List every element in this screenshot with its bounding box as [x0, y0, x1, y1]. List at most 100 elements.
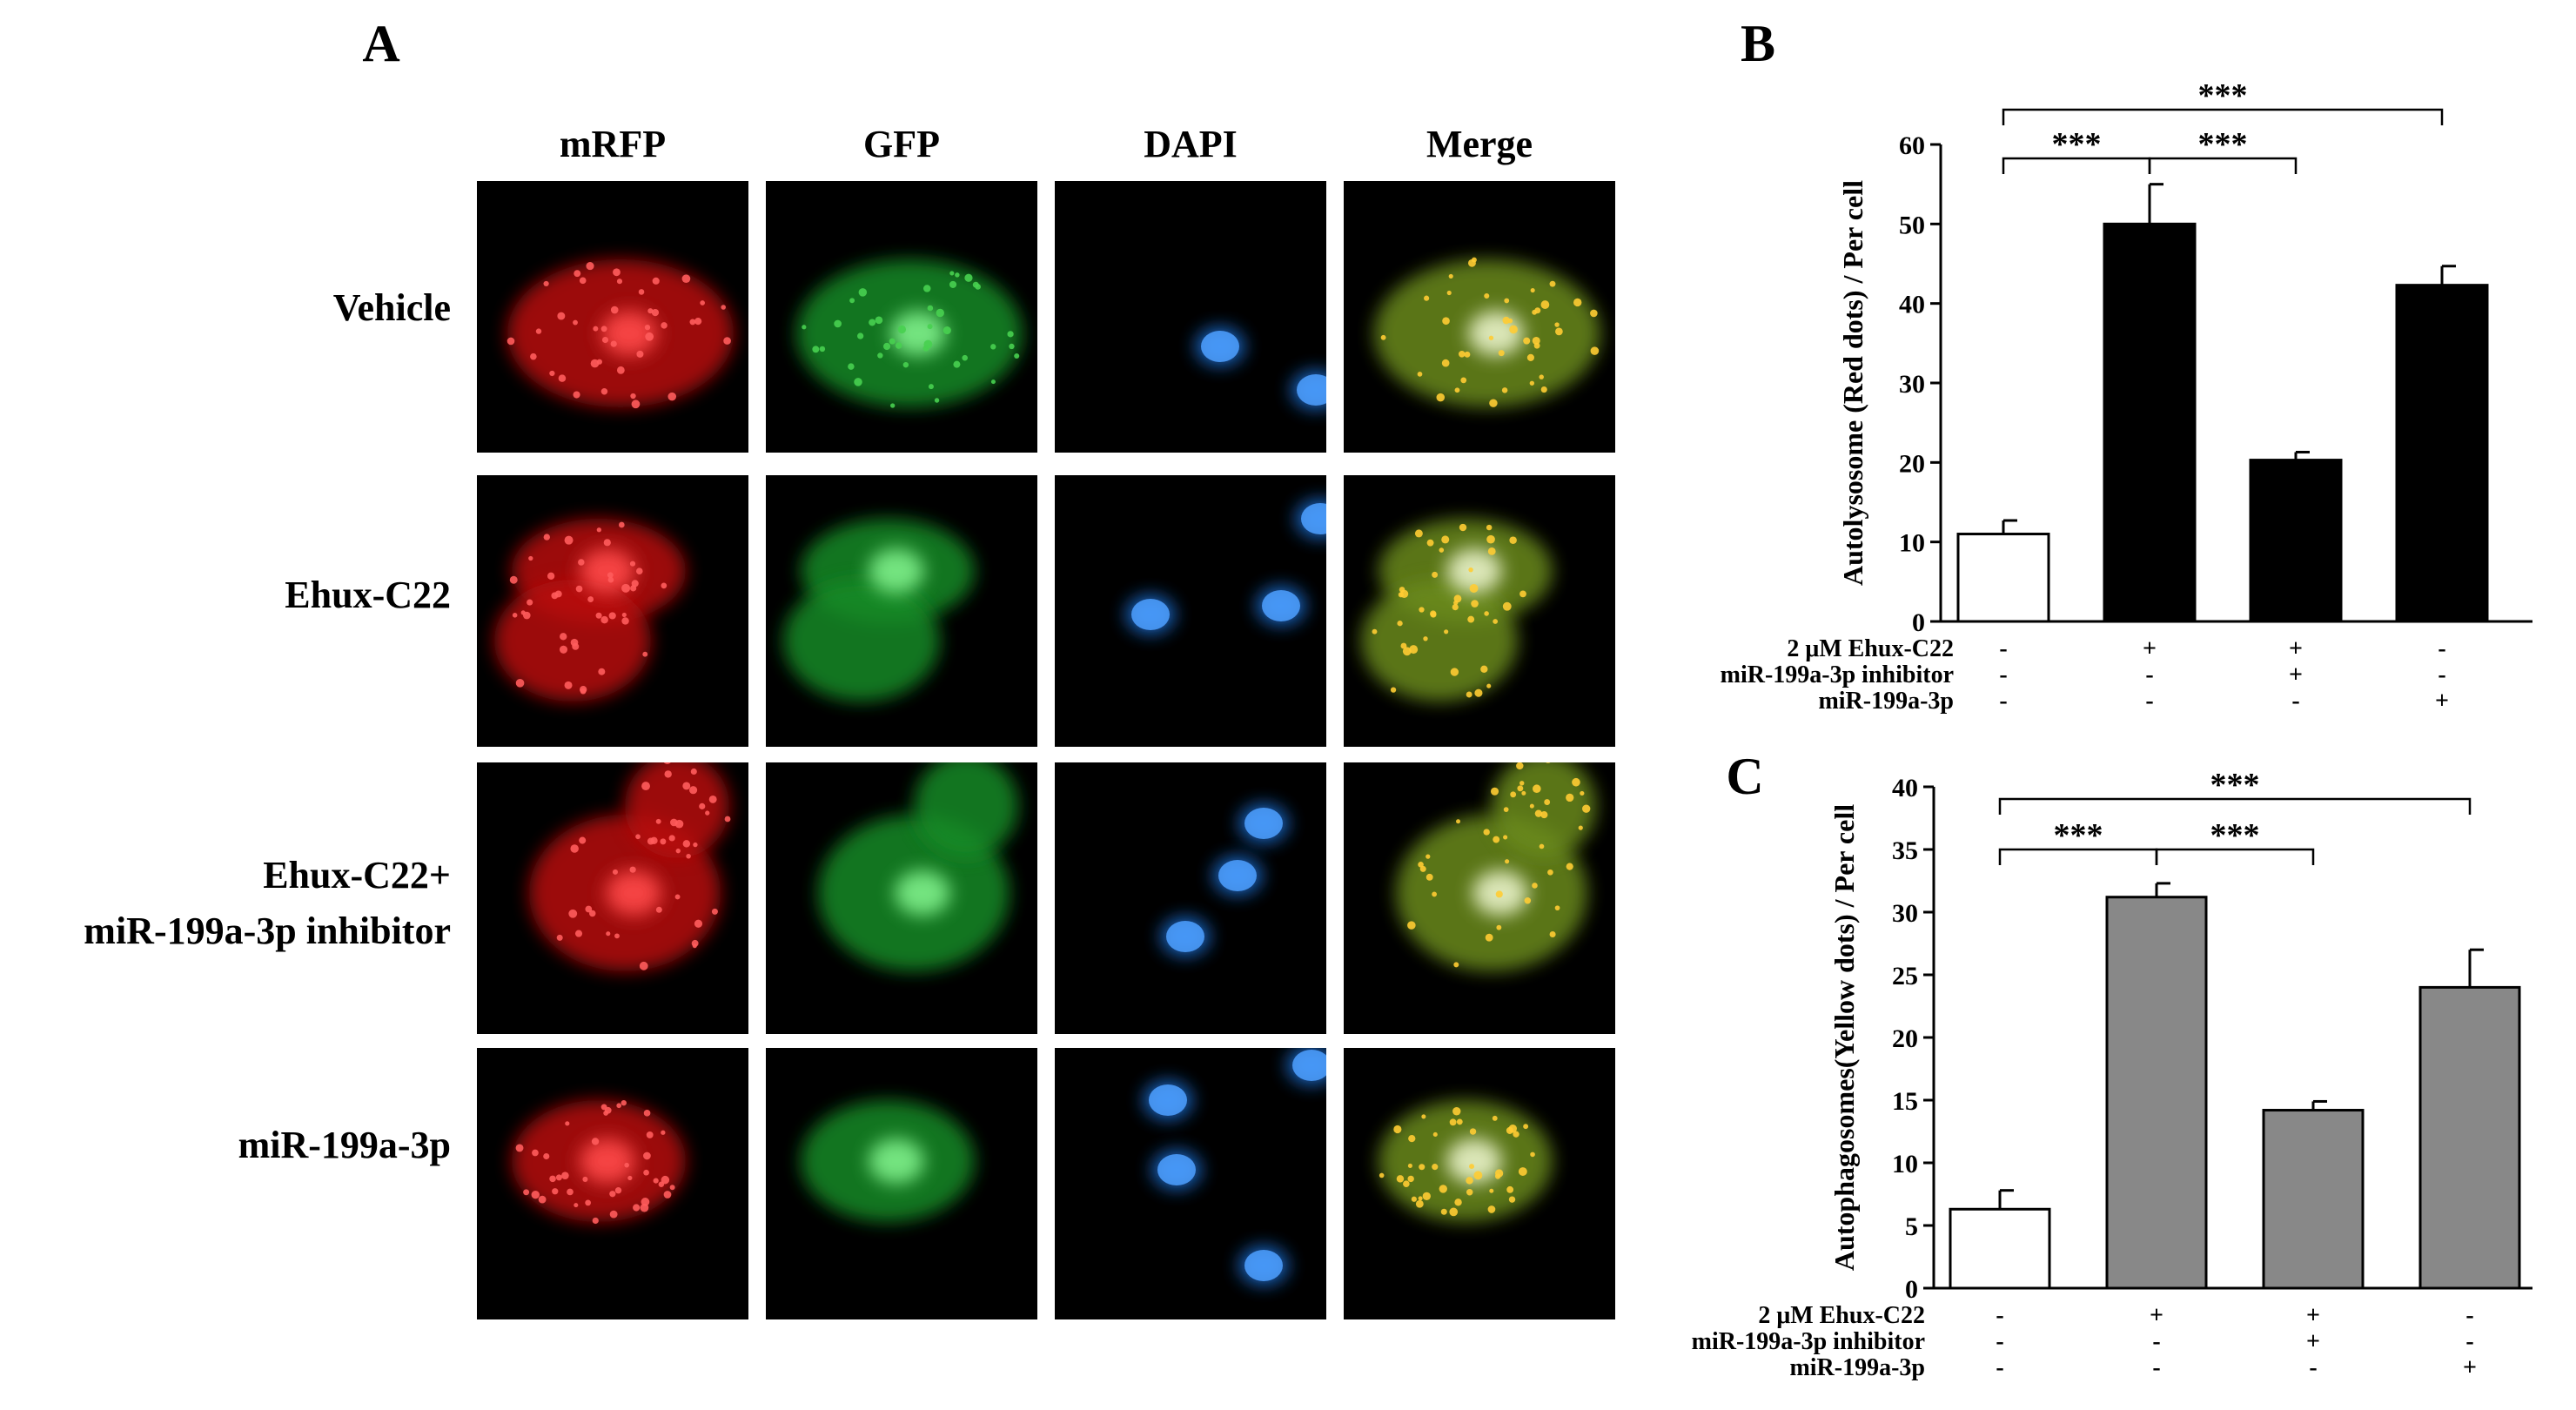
- puncta-dot: [694, 317, 702, 326]
- puncta-dot: [579, 277, 587, 285]
- micrograph-mrfp-row2: [477, 475, 748, 747]
- puncta-dot: [543, 280, 549, 286]
- treatment-sign: +: [2289, 661, 2303, 688]
- puncta-dot: [1524, 897, 1532, 904]
- puncta-dot: [1466, 1189, 1473, 1196]
- puncta-dot: [661, 322, 667, 329]
- puncta-dot: [661, 1175, 670, 1185]
- puncta-dot: [1469, 1164, 1475, 1170]
- puncta-dot: [655, 906, 662, 913]
- puncta-dot: [621, 612, 627, 618]
- puncta-dot: [1415, 1199, 1424, 1208]
- y-tick-label: 25: [1892, 962, 1918, 990]
- significance-label: ***: [2052, 126, 2102, 163]
- puncta-dot: [630, 585, 637, 592]
- micrograph-merge-row4: [1344, 1048, 1615, 1319]
- puncta-dot: [849, 298, 855, 304]
- puncta-dot: [1456, 819, 1461, 824]
- puncta-dot: [690, 768, 697, 776]
- puncta-dot: [655, 818, 661, 824]
- puncta-dot: [621, 617, 629, 625]
- puncta-dot: [682, 782, 691, 790]
- y-tick-label: 10: [1899, 529, 1925, 558]
- puncta-dot: [1521, 790, 1526, 796]
- puncta-dot: [609, 1191, 616, 1198]
- puncta-dot: [558, 374, 567, 382]
- puncta-dot: [645, 332, 654, 341]
- puncta-dot: [854, 378, 862, 386]
- puncta-dot: [1503, 835, 1508, 840]
- panel-a-letter: A: [362, 15, 399, 72]
- puncta-dot: [630, 393, 636, 400]
- micrograph-background: [1055, 762, 1326, 1034]
- puncta-dot: [990, 379, 996, 385]
- bar: [2418, 985, 2521, 1290]
- puncta-dot: [819, 346, 826, 352]
- puncta-dot: [1452, 603, 1459, 611]
- treatment-sign: -: [1999, 635, 2007, 662]
- significance-bracket: [1998, 797, 2472, 815]
- puncta-dot: [1439, 1185, 1448, 1193]
- cell-perinuclear: [890, 311, 946, 356]
- puncta-dot: [1530, 287, 1535, 293]
- puncta-dot: [1509, 536, 1517, 544]
- cell-perinuclear: [580, 548, 635, 594]
- micrograph-dapi-row3: [1055, 762, 1326, 1034]
- puncta-dot: [869, 319, 876, 326]
- puncta-dot: [621, 583, 631, 593]
- treatment-sign: +: [2306, 1328, 2320, 1355]
- puncta-dot: [614, 933, 620, 939]
- puncta-dot: [1468, 567, 1473, 573]
- puncta-dot: [1590, 309, 1598, 318]
- puncta-dot: [927, 305, 934, 312]
- micrograph-content: [529, 762, 731, 971]
- treatment-sign: +: [2143, 635, 2157, 662]
- cell-perinuclear: [869, 548, 924, 594]
- puncta-dot: [588, 910, 596, 917]
- micrograph-content: [796, 259, 1023, 408]
- puncta-dot: [557, 312, 566, 320]
- puncta-dot: [1459, 523, 1467, 532]
- puncta-dot: [1493, 619, 1499, 624]
- micrograph-content: [1361, 519, 1553, 702]
- panel-letter: C: [1726, 748, 1763, 805]
- micrograph-gfp-row4: [766, 1048, 1037, 1319]
- micrograph-mrfp-row4: [477, 1048, 748, 1319]
- y-tick-label: 40: [1899, 291, 1925, 319]
- puncta-dot: [598, 668, 606, 675]
- puncta-dot: [1519, 590, 1526, 598]
- puncta-dot: [723, 337, 731, 345]
- puncta-dot: [1393, 1125, 1402, 1134]
- puncta-dot: [661, 1130, 666, 1135]
- micrograph-content: [1396, 762, 1596, 971]
- nucleus: [1297, 374, 1326, 406]
- puncta-dot: [1414, 529, 1423, 538]
- puncta-dot: [612, 869, 619, 875]
- puncta-dot: [531, 1190, 540, 1199]
- treatment-label: miR-199a-3p inhibitor: [1692, 1328, 1925, 1355]
- puncta-dot: [549, 370, 555, 377]
- puncta-dot: [635, 567, 643, 574]
- micrograph-background: [1055, 181, 1326, 453]
- bar: [2395, 284, 2489, 623]
- y-tick-label: 35: [1892, 836, 1918, 865]
- puncta-dot: [1534, 809, 1543, 817]
- puncta-dot: [1513, 1131, 1519, 1138]
- puncta-dot: [802, 325, 807, 330]
- puncta-dot: [1495, 890, 1503, 898]
- puncta-dot: [1523, 1124, 1529, 1130]
- puncta-dot: [1450, 668, 1459, 676]
- cell-perinuclear: [1446, 548, 1502, 594]
- puncta-dot: [650, 836, 658, 845]
- nucleus: [1292, 1050, 1326, 1081]
- micrograph-content: [1126, 500, 1326, 634]
- micrograph-content: [512, 1099, 686, 1225]
- puncta-dot: [1486, 534, 1495, 544]
- puncta-dot: [1473, 1171, 1483, 1180]
- micrograph-content: [1196, 327, 1326, 409]
- puncta-dot: [582, 1176, 588, 1182]
- y-tick-label: 60: [1899, 131, 1925, 160]
- puncta-dot: [616, 1103, 622, 1109]
- cell-perinuclear: [1468, 311, 1524, 356]
- puncta-dot: [1530, 1152, 1535, 1158]
